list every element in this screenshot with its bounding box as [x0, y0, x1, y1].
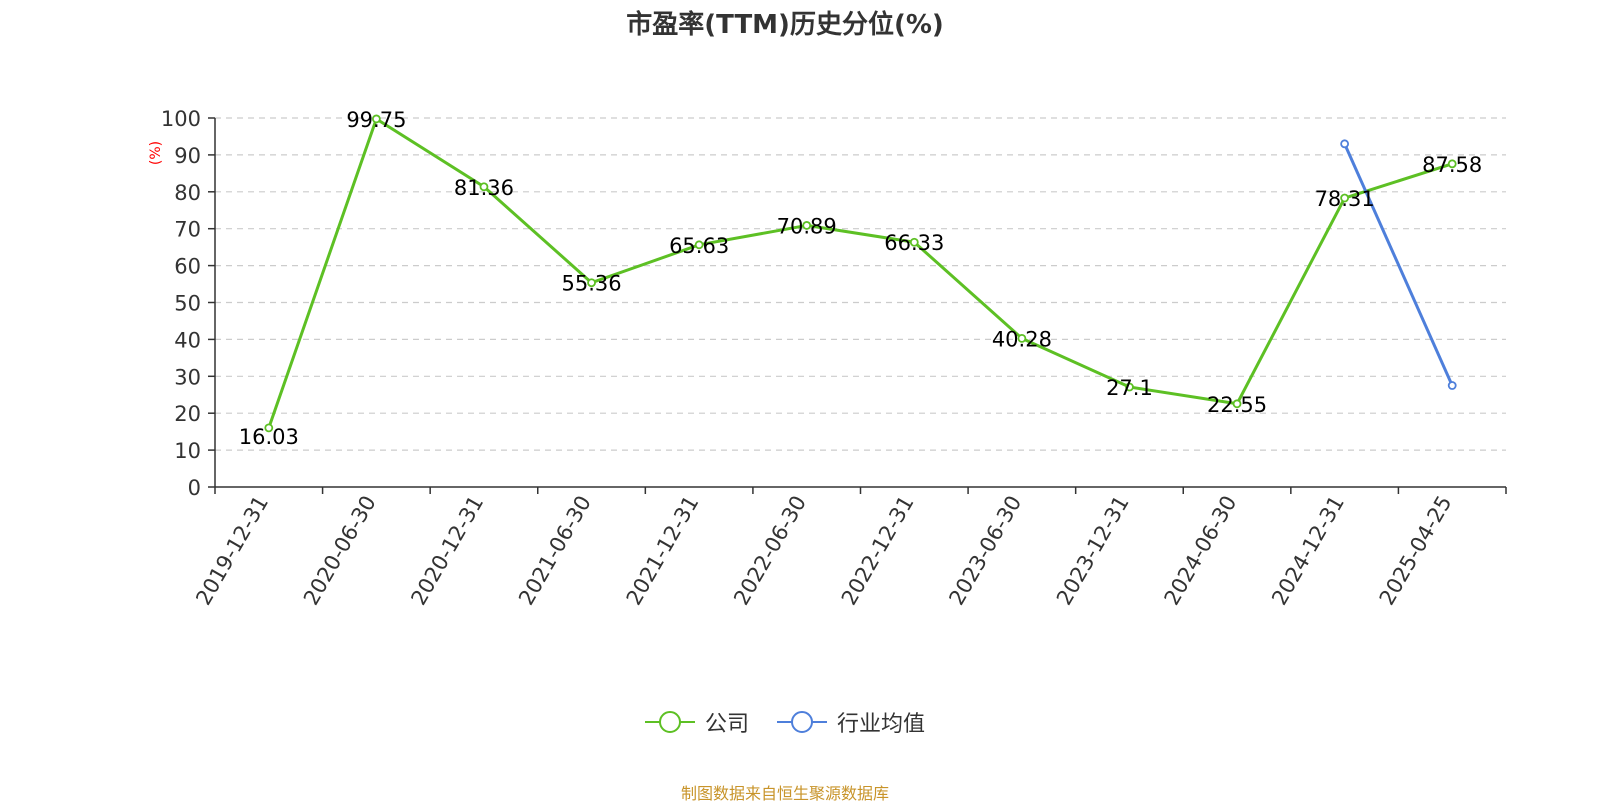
x-tick-label: 2020-12-31	[406, 492, 488, 610]
gridlines	[215, 117, 1506, 451]
x-tick-label: 2020-06-30	[299, 492, 381, 610]
legend-company-swatch-icon	[644, 711, 695, 733]
x-tick-label: 2022-12-31	[837, 492, 919, 610]
chart-title: 市盈率(TTM)历史分位(%)	[626, 10, 944, 40]
data-label: 81.36	[454, 176, 514, 200]
y-tick-label: 40	[174, 328, 201, 352]
data-point	[694, 240, 704, 250]
data-point	[371, 114, 381, 124]
data-label: 65.63	[669, 234, 729, 258]
data-point	[264, 423, 274, 433]
x-tick-label: 2024-12-31	[1267, 492, 1349, 610]
x-tick-label: 2021-06-30	[514, 492, 596, 610]
data-label: 16.03	[239, 425, 299, 449]
data-point	[1232, 399, 1242, 409]
legend-item-industry[interactable]: 行业均值	[777, 706, 925, 738]
y-tick-label: 70	[174, 218, 201, 242]
y-tick-label: 60	[174, 255, 201, 279]
series-line-1	[1343, 143, 1454, 387]
legend: 公司 行业均值	[0, 706, 1570, 738]
data-point	[1340, 139, 1350, 149]
y-tick-label: 10	[174, 439, 201, 463]
data-label: 22.55	[1207, 393, 1267, 417]
data-labels: 16.03 99.75 81.36 55.36 65.63 70.89 66.33 40.28…	[239, 108, 1483, 449]
series-lines	[264, 114, 1457, 433]
data-point	[802, 221, 812, 230]
y-tick-label: 50	[174, 292, 201, 316]
x-tick-label: 2023-12-31	[1052, 492, 1134, 610]
y-tick-label: 100	[161, 107, 201, 131]
x-tick-label: 2022-06-30	[729, 492, 811, 610]
y-tick-label: 30	[174, 365, 201, 389]
data-point	[479, 182, 489, 192]
data-point	[1447, 381, 1457, 390]
legend-item-company[interactable]: 公司	[644, 706, 749, 738]
source-note: 制图数据来自恒生聚源数据库	[680, 784, 889, 803]
data-label: 40.28	[992, 327, 1052, 351]
y-axis-title: (%)	[148, 141, 164, 165]
data-label: 55.36	[561, 272, 621, 296]
legend-company-label: 公司	[704, 712, 749, 737]
data-point	[1017, 333, 1027, 343]
data-label: 78.31	[1315, 187, 1375, 211]
y-tick-label: 0	[188, 476, 201, 500]
legend-industry-swatch-icon	[777, 711, 827, 733]
y-tick-label: 80	[174, 181, 201, 205]
data-point	[909, 237, 919, 247]
data-point	[587, 278, 596, 288]
data-label: 70.89	[777, 214, 837, 238]
y-tick-label: 90	[174, 144, 201, 168]
data-label: 27.1	[1106, 376, 1153, 400]
y-tick-label: 20	[174, 402, 201, 426]
x-tick-label: 2024-06-30	[1160, 492, 1242, 610]
data-point	[1447, 159, 1457, 169]
data-point	[1125, 382, 1134, 392]
x-tick-label: 2021-12-31	[622, 492, 704, 610]
legend-industry-label: 行业均值	[837, 712, 926, 737]
series-line-0	[267, 117, 1453, 429]
x-tick-label: 2019-12-31	[191, 492, 273, 610]
x-tick-label: 2023-06-30	[944, 492, 1026, 610]
data-label: 87.58	[1422, 153, 1482, 177]
data-point	[1340, 193, 1350, 203]
axes: 0 10 20 30 40 50 60 70 80 90 100 2019-12-31 2020-06-…	[161, 107, 1507, 610]
data-label: 66.33	[884, 231, 944, 255]
x-tick-label: 2025-04-25	[1375, 492, 1457, 610]
data-label: 99.75	[346, 108, 406, 132]
